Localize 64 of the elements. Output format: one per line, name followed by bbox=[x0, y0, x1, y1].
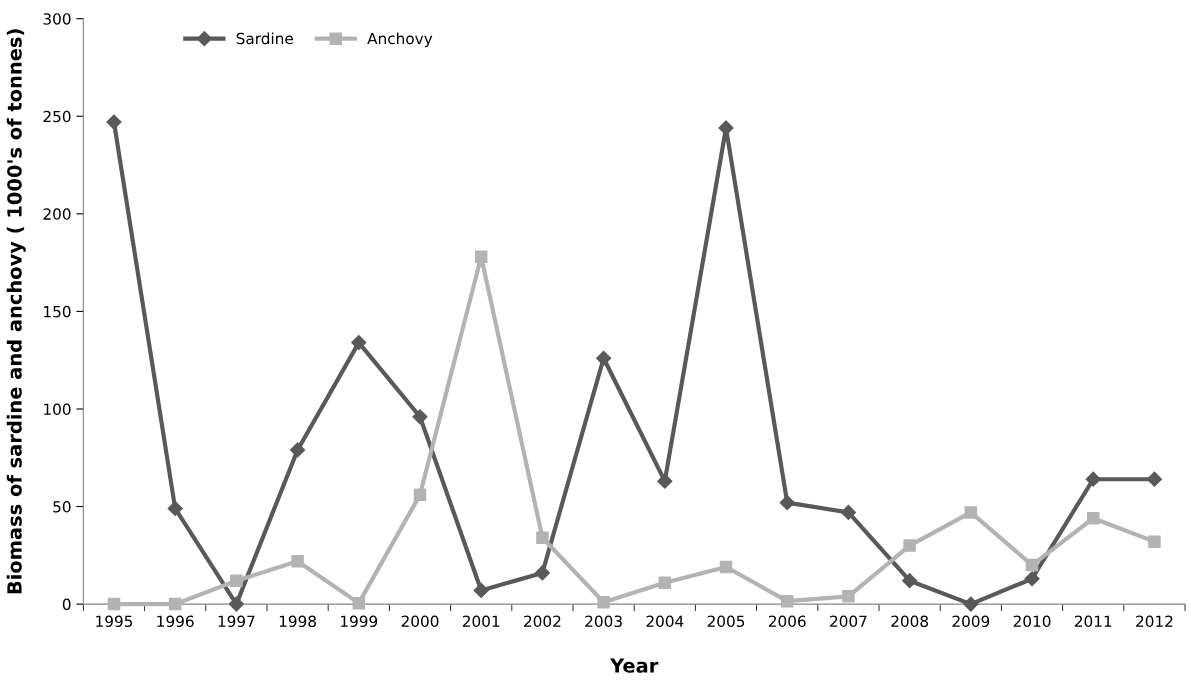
point bbox=[413, 488, 427, 502]
x-tick-label: 2001 bbox=[462, 615, 500, 628]
point bbox=[963, 596, 979, 612]
point bbox=[167, 500, 183, 517]
legend-label: Anchovy bbox=[367, 32, 433, 48]
point bbox=[1146, 471, 1163, 487]
y-tick-label: 50 bbox=[53, 501, 71, 513]
point bbox=[107, 597, 121, 611]
point bbox=[352, 596, 366, 610]
point bbox=[230, 574, 243, 587]
y-tick-label: 0 bbox=[62, 598, 71, 611]
y-axis-title: Biomass of sardine and anchovy ( 1000's of tonnes) bbox=[6, 29, 26, 594]
point bbox=[902, 573, 918, 589]
x-tick-label: 2011 bbox=[1074, 615, 1112, 628]
x-tick-label: 2004 bbox=[646, 615, 684, 628]
x-tick-label: 1998 bbox=[279, 615, 316, 628]
x-tick-label: 2005 bbox=[707, 615, 745, 628]
x-tick-label: 2007 bbox=[830, 615, 867, 628]
point bbox=[779, 495, 795, 511]
point bbox=[1025, 558, 1039, 572]
point bbox=[842, 590, 855, 603]
point bbox=[412, 409, 428, 425]
point bbox=[534, 565, 550, 581]
point bbox=[657, 473, 673, 489]
point bbox=[1086, 512, 1100, 525]
x-tick-label: 2006 bbox=[768, 615, 806, 628]
x-tick-label: 2010 bbox=[1013, 615, 1051, 628]
point bbox=[1024, 571, 1040, 587]
point bbox=[964, 506, 978, 519]
y-tick-label: 200 bbox=[43, 208, 71, 220]
y-tick-label: 300 bbox=[43, 13, 71, 25]
x-tick-label: 2008 bbox=[891, 615, 929, 628]
x-tick-label: 1995 bbox=[96, 615, 133, 628]
point bbox=[474, 250, 488, 264]
legend-label: Sardine bbox=[236, 32, 293, 45]
x-tick-label: 2009 bbox=[952, 615, 990, 628]
point bbox=[840, 504, 856, 520]
point bbox=[168, 597, 182, 611]
point bbox=[291, 554, 304, 568]
point bbox=[903, 539, 916, 552]
point bbox=[473, 582, 489, 599]
x-tick-label: 2003 bbox=[585, 615, 622, 628]
x-tick-label: 1997 bbox=[218, 615, 255, 628]
x-tick-label: 2012 bbox=[1136, 615, 1173, 628]
y-tick-label: 250 bbox=[43, 110, 71, 123]
x-tick-label: 2000 bbox=[401, 615, 439, 628]
x-tick-label: 2002 bbox=[524, 615, 561, 628]
point bbox=[536, 531, 549, 545]
point bbox=[228, 596, 244, 612]
point bbox=[106, 114, 122, 130]
y-tick-label: 150 bbox=[44, 305, 71, 318]
point bbox=[351, 335, 367, 351]
point bbox=[290, 442, 306, 458]
point bbox=[1085, 471, 1101, 487]
x-axis-title: Year bbox=[609, 658, 659, 673]
point bbox=[1148, 535, 1161, 548]
point bbox=[597, 595, 610, 609]
point bbox=[719, 560, 733, 574]
point bbox=[780, 594, 794, 608]
point bbox=[596, 350, 612, 366]
x-tick-label: 1996 bbox=[157, 615, 194, 628]
y-tick-label: 100 bbox=[44, 403, 71, 415]
x-tick-label: 1999 bbox=[341, 615, 378, 628]
point bbox=[658, 576, 672, 589]
